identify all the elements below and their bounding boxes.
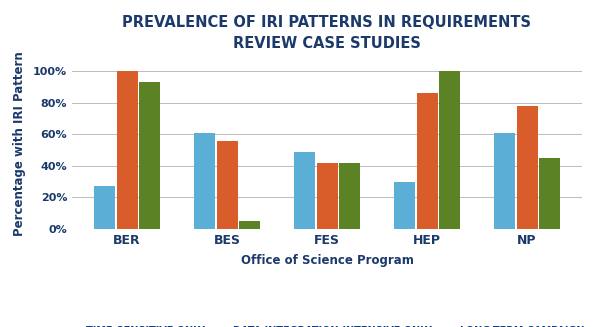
Bar <box>294 152 315 229</box>
Bar <box>239 221 260 229</box>
Bar <box>517 106 538 229</box>
Legend: TIME-SENSITIVE ONLY, DATA INTEGRATION-INTENSIVE ONLY, LONG-TERM CAMPAIGN: TIME-SENSITIVE ONLY, DATA INTEGRATION-IN… <box>65 322 589 327</box>
Bar <box>94 186 115 229</box>
Bar <box>539 158 560 229</box>
Bar <box>139 82 160 229</box>
Bar <box>194 133 215 229</box>
Bar <box>494 133 515 229</box>
X-axis label: Office of Science Program: Office of Science Program <box>241 254 413 267</box>
Y-axis label: Percentage with IRI Pattern: Percentage with IRI Pattern <box>13 52 26 236</box>
Bar <box>116 72 137 229</box>
Title: PREVALENCE OF IRI PATTERNS IN REQUIREMENTS
REVIEW CASE STUDIES: PREVALENCE OF IRI PATTERNS IN REQUIREMEN… <box>122 15 532 51</box>
Bar <box>394 182 415 229</box>
Bar <box>217 141 238 229</box>
Bar <box>317 163 337 229</box>
Bar <box>439 72 460 229</box>
Bar <box>339 163 360 229</box>
Bar <box>416 94 437 229</box>
